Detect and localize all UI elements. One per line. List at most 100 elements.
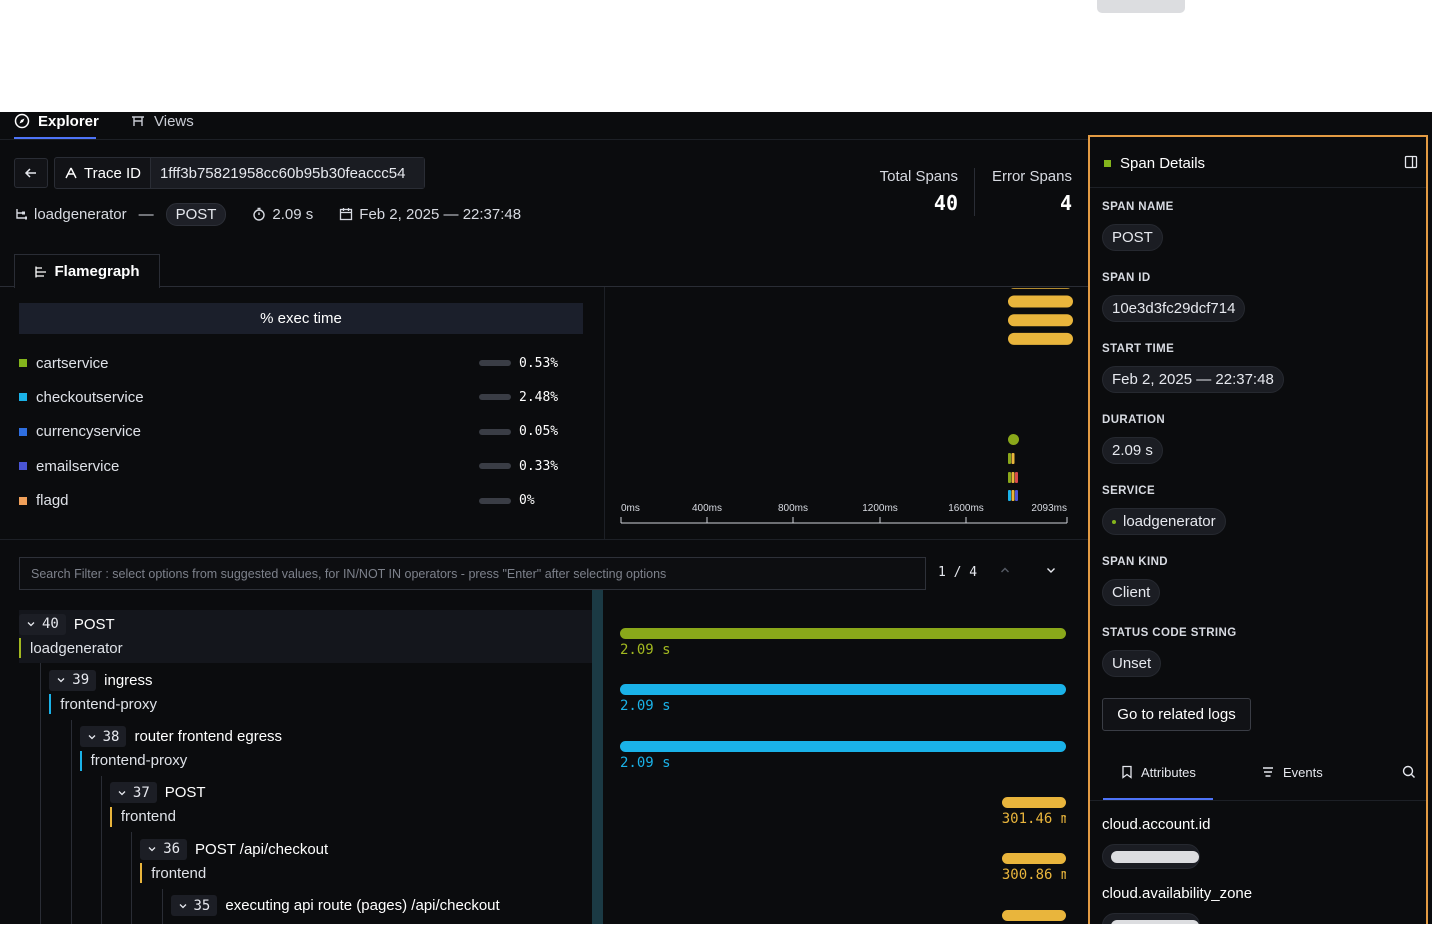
span-name: ingress [104,671,153,689]
stat-divider [974,168,975,216]
exec-percent-value: 0.33% [519,458,559,474]
span-tree-node[interactable]: 36 POST /api/checkout frontend [140,838,328,888]
back-button[interactable] [14,158,48,188]
waterfall-duration-label: 2.09 s [620,754,671,771]
waterfall-bar[interactable] [620,684,1066,696]
tab-events[interactable]: Events [1261,762,1323,782]
flamegraph-icon [35,266,47,277]
exec-time-row: checkoutservice 2.48% [19,387,579,407]
prev-result-button[interactable] [998,563,1012,580]
root-service-name: loadgenerator [34,205,127,223]
duration-label: DURATION [1102,414,1166,426]
span-name: POST [73,615,115,633]
flame-bar-small[interactable] [1015,472,1018,483]
span-collapse-toggle[interactable]: 39 [49,669,97,691]
tab-explorer[interactable]: Explorer [14,112,99,134]
service-color-swatch [19,462,27,471]
events-icon [1263,767,1273,777]
trace-detail-app: Explorer Views Trace ID 1fff3b75821958cc… [0,112,1432,924]
child-span-count: 39 [72,672,90,689]
flame-bar[interactable] [1007,332,1073,345]
top-blank-area [0,0,1432,112]
attributes-search-button[interactable] [1402,762,1416,782]
exec-percent-bar [479,463,511,470]
flame-bar-small[interactable] [1011,472,1015,483]
waterfall-bar[interactable] [620,628,1066,639]
chevron-down-icon [88,734,96,740]
flame-bar-small[interactable] [1008,434,1019,445]
panel-collapse-icon[interactable] [1404,155,1418,169]
go-to-related-logs-button[interactable]: Go to related logs [1102,698,1251,731]
span-collapse-toggle[interactable]: 40 [19,613,66,635]
total-spans-label: Total Spans [879,168,958,185]
span-tree-node[interactable]: 39 ingress frontend-proxy [49,669,157,719]
waterfall-bar[interactable] [1001,853,1066,865]
span-tree-node[interactable]: 40 POST loadgenerator [19,613,123,663]
child-span-count: 40 [42,616,59,632]
status-code-label: STATUS CODE STRING [1102,627,1237,639]
duration-value: 2.09 s [1102,437,1163,464]
service-color-dot [1104,159,1111,167]
meta-separator: — [138,205,154,223]
tab-explorer-label: Explorer [38,112,99,130]
flame-bar[interactable] [1007,314,1073,327]
flame-bar-small[interactable] [1008,453,1011,464]
trace-id-field[interactable]: Trace ID 1fff3b75821958cc60b95b30feaccc5… [54,157,425,189]
waterfall-bar[interactable] [620,740,1066,752]
search-filter-placeholder: Search Filter : select options from sugg… [31,566,667,581]
span-collapse-toggle[interactable]: 37 [109,782,157,804]
tab-attributes[interactable]: Attributes [1121,762,1196,782]
tab-flamegraph[interactable]: Flamegraph [14,254,160,288]
child-span-count: 37 [132,784,150,801]
chevron-up-icon [1001,567,1009,573]
trace-root-service: loadgenerator — POST [14,202,227,226]
span-service: frontend [109,806,206,827]
waterfall-duration-label: 2.09 s [620,698,671,715]
tab-views[interactable]: Views [130,112,194,134]
span-service: frontend-proxy [49,694,157,715]
exec-percent-bar [479,360,511,366]
trace-duration: 2.09 s [252,206,313,223]
timeline-tick-label: 1600ms [948,503,984,514]
flame-bar-small[interactable] [1008,472,1011,483]
timeline-tick-label: 1200ms [862,503,898,514]
tabs-divider [0,139,1088,140]
flame-bar-small[interactable] [1011,490,1015,501]
timer-icon [253,207,266,221]
next-result-button[interactable] [1044,563,1058,580]
span-tree-node[interactable]: 37 POST frontend [109,782,206,832]
flame-bar-small[interactable] [1015,490,1018,501]
span-collapse-toggle[interactable]: 35 [170,895,218,916]
trace-id-value[interactable]: 1fff3b75821958cc60b95b30feaccc54 [150,158,424,188]
flame-bar[interactable] [1008,288,1073,289]
flame-bar[interactable] [1007,295,1073,308]
span-tree-node[interactable]: 35 executing api route (pages) /api/chec… [170,895,500,925]
attribute-key: cloud.account.id [1102,816,1211,833]
service-name: emailservice [36,457,120,475]
tree-waterfall-splitter[interactable] [592,590,603,924]
compass-icon [14,113,30,129]
search-filter-input[interactable]: Search Filter : select options from sugg… [19,557,926,590]
span-collapse-toggle[interactable]: 38 [79,726,127,748]
exec-percent-value: 0% [519,493,535,509]
section-divider [0,539,1088,540]
span-name: router frontend egress [134,728,283,746]
tab-flamegraph-label: Flamegraph [54,263,140,280]
timeline-tick-label: 400ms [692,503,722,514]
chevron-down-icon [1047,568,1055,573]
waterfall-bar[interactable] [1002,909,1066,921]
exec-time-row: currencyservice 0.05% [19,422,579,442]
flame-bar-small[interactable] [1011,453,1015,464]
details-header-divider [1090,187,1426,188]
span-collapse-toggle[interactable]: 36 [140,838,188,860]
tab-attributes-label: Attributes [1141,764,1196,780]
service-color-swatch [19,359,27,367]
span-tree-node[interactable]: 38 router frontend egress frontend-proxy [79,726,283,776]
waterfall-duration-label: 301.46 ms [1001,810,1066,827]
waterfall-bar[interactable] [1001,796,1066,808]
exec-time-row: cartservice 0.53% [19,353,579,373]
flame-bar-small[interactable] [1008,490,1011,501]
attribute-value-redacted [1102,844,1200,869]
error-spans-value: 4 [1059,191,1072,215]
details-tabs-divider [1090,800,1426,801]
